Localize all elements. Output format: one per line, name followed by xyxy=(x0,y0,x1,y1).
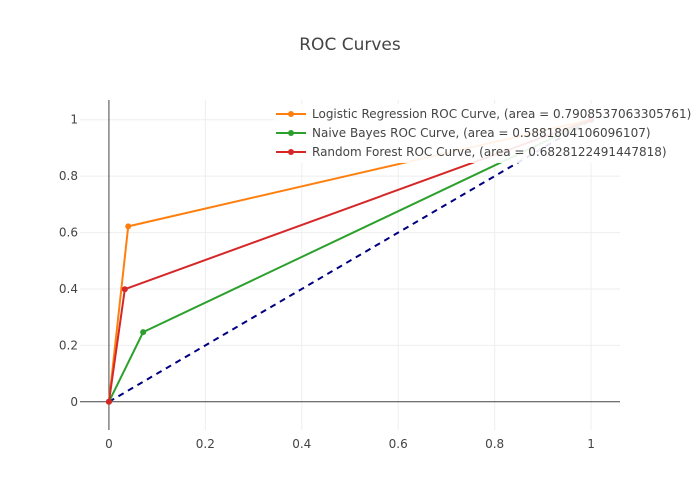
x-tick-label: 0.6 xyxy=(389,437,408,451)
y-tick-label: 0.6 xyxy=(59,226,78,240)
y-tick-label: 0.2 xyxy=(59,338,78,352)
data-point xyxy=(121,286,128,293)
y-tick-label: 1 xyxy=(70,113,78,127)
legend-label: Logistic Regression ROC Curve, (area = 0… xyxy=(312,107,691,121)
x-axis-ticks: 0 0.2 0.4 0.6 0.8 1 xyxy=(105,437,595,451)
legend-label: Random Forest ROC Curve, (area = 0.68281… xyxy=(312,145,667,159)
legend-swatch-marker xyxy=(288,111,294,117)
legend-item[interactable]: Naive Bayes ROC Curve, (area = 0.5881804… xyxy=(276,126,651,140)
legend-label: Naive Bayes ROC Curve, (area = 0.5881804… xyxy=(312,126,651,140)
data-point xyxy=(140,329,147,336)
data-point xyxy=(105,398,112,405)
legend-swatch-marker xyxy=(288,130,294,136)
x-tick-label: 0.8 xyxy=(485,437,504,451)
y-tick-label: 0.4 xyxy=(59,282,78,296)
x-tick-label: 1 xyxy=(587,437,595,451)
legend-item[interactable]: Logistic Regression ROC Curve, (area = 0… xyxy=(276,107,691,121)
y-axis-ticks: 0 0.2 0.4 0.6 0.8 1 xyxy=(59,113,78,409)
chart-title: ROC Curves xyxy=(299,35,401,55)
x-tick-label: 0 xyxy=(105,437,113,451)
y-tick-label: 0 xyxy=(70,395,78,409)
x-tick-label: 0.4 xyxy=(292,437,311,451)
legend-item[interactable]: Random Forest ROC Curve, (area = 0.68281… xyxy=(276,145,667,159)
reference-diagonal-line xyxy=(108,118,592,403)
legend-swatch-marker xyxy=(288,149,294,155)
x-tick-label: 0.2 xyxy=(196,437,215,451)
data-point xyxy=(125,223,132,230)
legend[interactable]: Logistic Regression ROC Curve, (area = 0… xyxy=(274,104,696,163)
legend-background xyxy=(274,104,696,163)
y-tick-label: 0.8 xyxy=(59,169,78,183)
axes xyxy=(80,100,620,430)
